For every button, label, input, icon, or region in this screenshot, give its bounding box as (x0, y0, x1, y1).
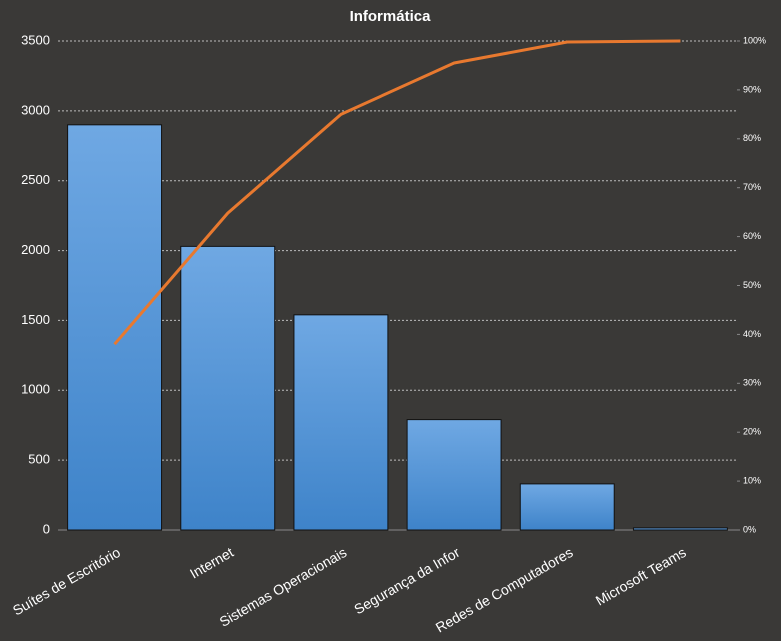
y2-tick-label: 60% (743, 231, 761, 241)
y-tick-label: 3500 (21, 32, 50, 47)
bar (519, 483, 615, 531)
bar (180, 245, 276, 531)
y2-tick-label: 30% (743, 378, 761, 388)
bar (632, 527, 728, 531)
y2-tick-label: 20% (743, 427, 761, 437)
y-tick-label: 500 (28, 452, 50, 467)
y-tick-label: 2000 (21, 242, 50, 257)
y-tick-label: 0 (43, 521, 50, 536)
chart-title: Informática (350, 8, 432, 25)
y2-tick-label: 80% (743, 133, 761, 143)
y-tick-label: 3000 (21, 102, 50, 117)
bar (406, 419, 502, 531)
y2-tick-label: 40% (743, 329, 761, 339)
cumulative-line (113, 39, 681, 346)
y2-tick-label: 100% (743, 35, 766, 45)
y2-tick-label: 70% (743, 182, 761, 192)
y2-tick-label: 50% (743, 280, 761, 290)
y-tick-label: 1000 (21, 382, 50, 397)
y2-tick-label: 10% (743, 475, 761, 485)
y2-tick-label: 0% (743, 524, 756, 534)
bar (67, 124, 163, 531)
y2-tick-label: 90% (743, 84, 761, 94)
y-tick-label: 2500 (21, 172, 50, 187)
y-tick-label: 1500 (21, 312, 50, 327)
bar (293, 314, 389, 531)
